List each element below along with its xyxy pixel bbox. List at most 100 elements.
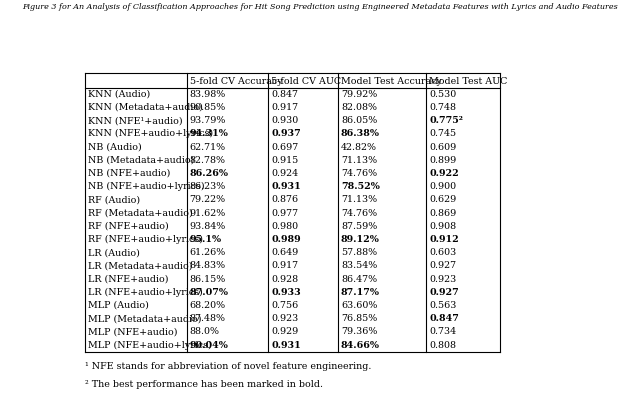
Text: 5-fold CV AUC: 5-fold CV AUC xyxy=(271,76,342,86)
Text: 0.917: 0.917 xyxy=(271,103,299,112)
Text: RF (Audio): RF (Audio) xyxy=(88,195,140,205)
Text: NB (Metadata+audio): NB (Metadata+audio) xyxy=(88,156,195,165)
Text: 0.927: 0.927 xyxy=(429,261,456,270)
Text: 0.917: 0.917 xyxy=(271,261,299,270)
Text: 0.989: 0.989 xyxy=(271,235,301,244)
Text: 83.98%: 83.98% xyxy=(189,90,226,99)
Text: 74.76%: 74.76% xyxy=(341,169,377,178)
Text: 0.649: 0.649 xyxy=(271,248,299,257)
Text: 0.775²: 0.775² xyxy=(429,116,463,125)
Text: MLP (NFE+audio+lyrics): MLP (NFE+audio+lyrics) xyxy=(88,341,212,349)
Text: 86.15%: 86.15% xyxy=(189,275,226,284)
Text: 0.927: 0.927 xyxy=(429,288,459,297)
Text: 0.937: 0.937 xyxy=(271,129,301,139)
Text: 0.808: 0.808 xyxy=(429,341,456,349)
Text: 71.13%: 71.13% xyxy=(341,156,377,165)
Text: 0.923: 0.923 xyxy=(271,314,299,323)
Text: 84.83%: 84.83% xyxy=(189,261,226,270)
Text: 0.756: 0.756 xyxy=(271,301,299,310)
Text: 0.922: 0.922 xyxy=(429,169,459,178)
Text: 0.603: 0.603 xyxy=(429,248,456,257)
Text: 0.899: 0.899 xyxy=(429,156,456,165)
Text: LR (NFE+audio+lyrics): LR (NFE+audio+lyrics) xyxy=(88,288,203,297)
Text: 82.78%: 82.78% xyxy=(189,156,226,165)
Text: Model Test Accuracy: Model Test Accuracy xyxy=(341,76,442,86)
Text: 86.38%: 86.38% xyxy=(341,129,380,139)
Text: 89.12%: 89.12% xyxy=(341,235,380,244)
Text: 71.13%: 71.13% xyxy=(341,195,377,205)
Text: 0.847: 0.847 xyxy=(429,314,459,323)
Text: NB (Audio): NB (Audio) xyxy=(88,143,141,152)
Text: 0.876: 0.876 xyxy=(271,195,299,205)
Text: 90.85%: 90.85% xyxy=(189,103,226,112)
Text: 83.54%: 83.54% xyxy=(341,261,377,270)
Text: 86.23%: 86.23% xyxy=(189,182,226,191)
Text: 95.1%: 95.1% xyxy=(189,235,221,244)
Text: 86.26%: 86.26% xyxy=(189,169,228,178)
Text: 0.609: 0.609 xyxy=(429,143,456,152)
Text: 82.08%: 82.08% xyxy=(341,103,377,112)
Text: 0.977: 0.977 xyxy=(271,209,299,218)
Text: MLP (Metadata+audio): MLP (Metadata+audio) xyxy=(88,314,202,323)
Text: 68.20%: 68.20% xyxy=(189,301,226,310)
Text: 0.931: 0.931 xyxy=(271,341,301,349)
Text: 0.563: 0.563 xyxy=(429,301,456,310)
Text: 0.748: 0.748 xyxy=(429,103,456,112)
Text: 0.930: 0.930 xyxy=(271,116,299,125)
Text: 0.933: 0.933 xyxy=(271,288,301,297)
Text: 87.48%: 87.48% xyxy=(189,314,226,323)
Text: MLP (NFE+audio): MLP (NFE+audio) xyxy=(88,327,177,336)
Text: Figure 3 for An Analysis of Classification Approaches for Hit Song Prediction us: Figure 3 for An Analysis of Classificati… xyxy=(22,3,618,11)
Text: 88.0%: 88.0% xyxy=(189,327,220,336)
Text: NB (NFE+audio+lyrics): NB (NFE+audio+lyrics) xyxy=(88,182,205,191)
Text: 0.980: 0.980 xyxy=(271,222,299,231)
Text: 94.31%: 94.31% xyxy=(189,129,228,139)
Text: 57.88%: 57.88% xyxy=(341,248,377,257)
Text: 63.60%: 63.60% xyxy=(341,301,377,310)
Text: 62.71%: 62.71% xyxy=(189,143,226,152)
Text: 91.62%: 91.62% xyxy=(189,209,226,218)
Text: 0.931: 0.931 xyxy=(271,182,301,191)
Text: 79.36%: 79.36% xyxy=(341,327,377,336)
Text: 0.530: 0.530 xyxy=(429,90,456,99)
Text: MLP (Audio): MLP (Audio) xyxy=(88,301,149,310)
Text: RF (NFE+audio+lyrics): RF (NFE+audio+lyrics) xyxy=(88,235,203,244)
Text: 42.82%: 42.82% xyxy=(341,143,377,152)
Text: LR (NFE+audio): LR (NFE+audio) xyxy=(88,275,168,284)
Text: KNN (NFE+audio+lyrics): KNN (NFE+audio+lyrics) xyxy=(88,129,213,139)
Text: KNN (NFE¹+audio): KNN (NFE¹+audio) xyxy=(88,116,182,125)
Text: 0.847: 0.847 xyxy=(271,90,298,99)
Text: RF (Metadata+audio): RF (Metadata+audio) xyxy=(88,209,193,218)
Text: 0.928: 0.928 xyxy=(271,275,299,284)
Text: 79.92%: 79.92% xyxy=(341,90,377,99)
Text: 0.734: 0.734 xyxy=(429,327,456,336)
Text: 0.900: 0.900 xyxy=(429,182,456,191)
Text: ² The best performance has been marked in bold.: ² The best performance has been marked i… xyxy=(85,381,323,389)
Text: 0.697: 0.697 xyxy=(271,143,299,152)
Text: RF (NFE+audio): RF (NFE+audio) xyxy=(88,222,169,231)
Text: 87.17%: 87.17% xyxy=(341,288,380,297)
Text: 0.912: 0.912 xyxy=(429,235,459,244)
Text: 0.924: 0.924 xyxy=(271,169,299,178)
Text: 74.76%: 74.76% xyxy=(341,209,377,218)
Text: 5-fold CV Accuracy: 5-fold CV Accuracy xyxy=(189,76,282,86)
Text: LR (Metadata+audio): LR (Metadata+audio) xyxy=(88,261,193,270)
Text: 87.07%: 87.07% xyxy=(189,288,228,297)
Text: 0.629: 0.629 xyxy=(429,195,456,205)
Text: 78.52%: 78.52% xyxy=(341,182,380,191)
Text: KNN (Audio): KNN (Audio) xyxy=(88,90,150,99)
Text: 86.47%: 86.47% xyxy=(341,275,377,284)
Text: 76.85%: 76.85% xyxy=(341,314,377,323)
Text: 79.22%: 79.22% xyxy=(189,195,226,205)
Text: 86.05%: 86.05% xyxy=(341,116,377,125)
Text: 0.745: 0.745 xyxy=(429,129,456,139)
Text: NB (NFE+audio): NB (NFE+audio) xyxy=(88,169,170,178)
Text: 93.84%: 93.84% xyxy=(189,222,226,231)
Text: 90.04%: 90.04% xyxy=(189,341,228,349)
Text: 93.79%: 93.79% xyxy=(189,116,226,125)
Text: 0.923: 0.923 xyxy=(429,275,456,284)
Text: Model Test AUC: Model Test AUC xyxy=(429,76,508,86)
Text: 0.915: 0.915 xyxy=(271,156,299,165)
Text: ¹ NFE stands for abbreviation of novel feature engineering.: ¹ NFE stands for abbreviation of novel f… xyxy=(85,362,371,370)
Text: 0.929: 0.929 xyxy=(271,327,299,336)
